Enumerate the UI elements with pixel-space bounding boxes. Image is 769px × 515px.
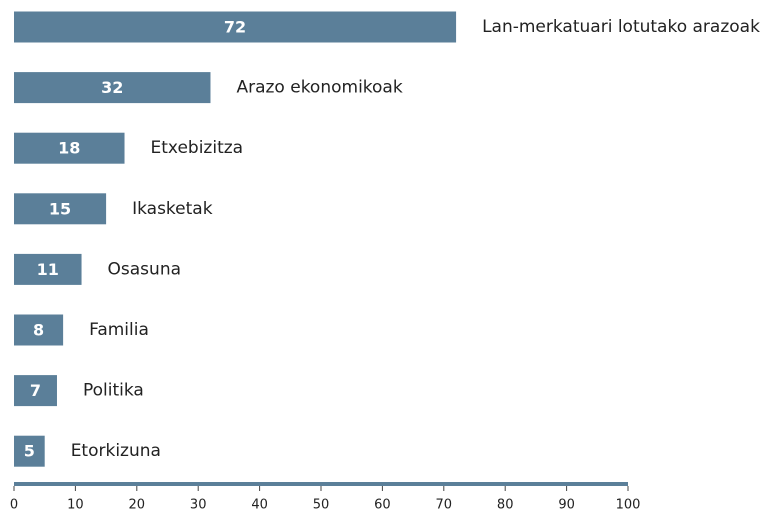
x-tick-label: 70: [436, 498, 453, 513]
bar: [14, 132, 125, 164]
x-tick-label: 50: [313, 498, 330, 513]
x-axis: [14, 482, 628, 486]
x-tick-label: 40: [251, 498, 268, 513]
x-tick-label: 20: [129, 498, 146, 513]
bar: [14, 435, 45, 467]
x-tick-label: 100: [616, 498, 641, 513]
x-tick-label: 0: [10, 498, 18, 513]
value-label: 7: [30, 381, 41, 400]
x-tick-label: 60: [374, 498, 391, 513]
category-label: Politika: [83, 381, 144, 401]
bar: [14, 375, 57, 407]
bar: [14, 314, 64, 346]
category-label: Arazo ekonomikoak: [236, 78, 402, 98]
value-label: 5: [24, 442, 35, 461]
bar: [14, 193, 107, 225]
x-tick-label: 10: [67, 498, 84, 513]
x-tick-label: 80: [497, 498, 514, 513]
value-label: 18: [58, 139, 80, 158]
category-label: Lan-merkatuari lotutako arazoak: [482, 17, 760, 37]
value-label: 8: [33, 321, 44, 340]
bar: [14, 253, 82, 285]
category-label: Ikasketak: [132, 199, 213, 219]
category-label: Osasuna: [108, 259, 181, 279]
bar: [14, 11, 457, 43]
value-label: 11: [37, 260, 59, 279]
category-label: Etxebizitza: [151, 138, 244, 158]
x-tick-label: 30: [190, 498, 207, 513]
bar: [14, 72, 211, 104]
category-label: Familia: [89, 320, 149, 340]
category-label: Etorkizuna: [71, 441, 161, 461]
value-label: 32: [101, 78, 123, 97]
value-label: 72: [224, 18, 246, 37]
value-label: 15: [49, 199, 71, 218]
x-tick-label: 90: [558, 498, 575, 513]
